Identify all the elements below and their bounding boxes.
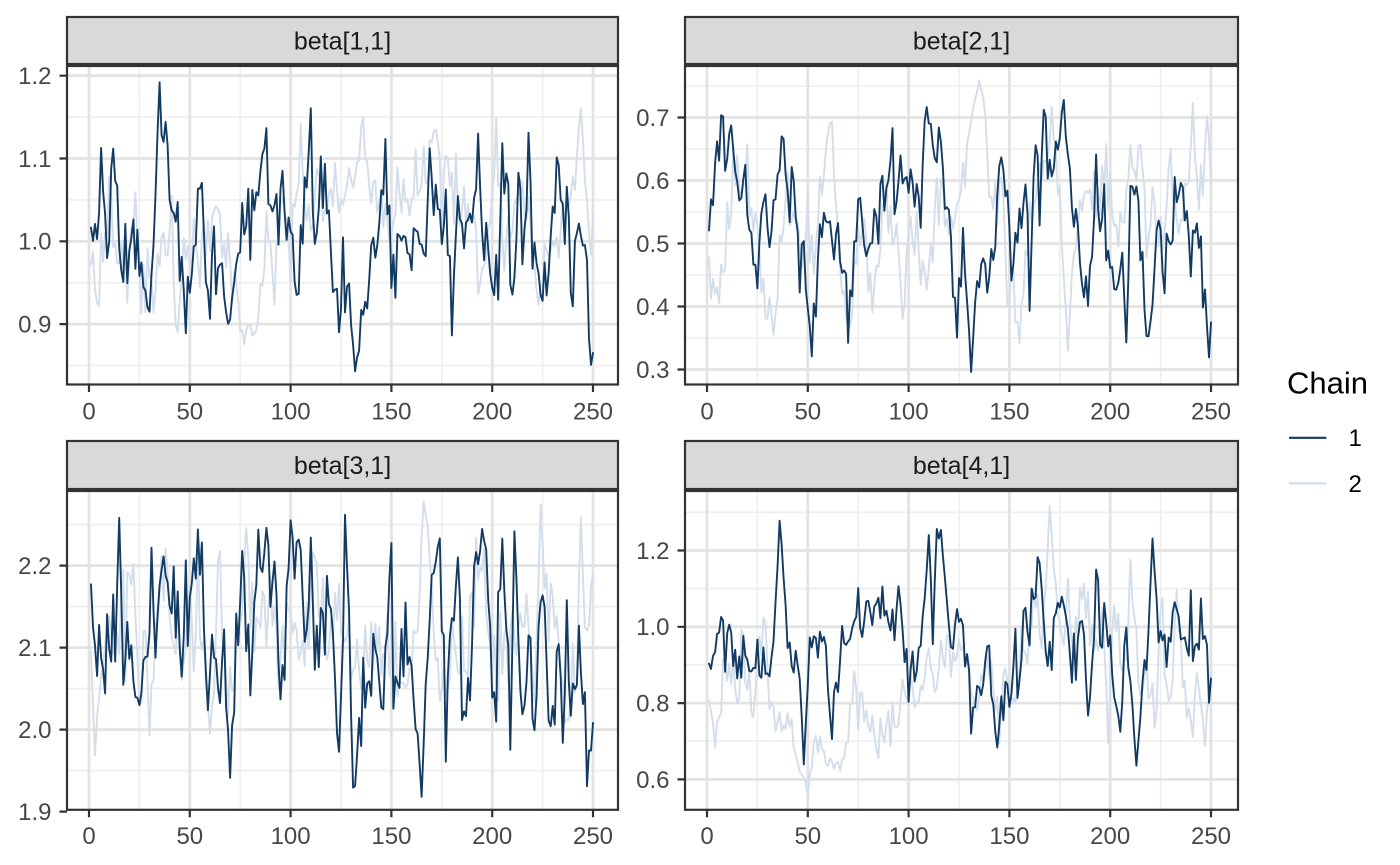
svg-text:1.0: 1.0: [636, 614, 669, 641]
svg-text:2.2: 2.2: [18, 553, 51, 580]
svg-text:200: 200: [1090, 398, 1130, 425]
svg-text:0: 0: [82, 398, 95, 425]
svg-text:beta[1,1]: beta[1,1]: [294, 27, 391, 55]
svg-text:1.2: 1.2: [636, 538, 669, 565]
svg-text:0: 0: [82, 823, 95, 850]
svg-text:beta[4,1]: beta[4,1]: [913, 452, 1010, 480]
svg-text:50: 50: [794, 398, 821, 425]
svg-text:1.0: 1.0: [18, 229, 51, 256]
svg-text:1: 1: [1349, 425, 1362, 452]
svg-text:200: 200: [472, 823, 512, 850]
svg-text:0.4: 0.4: [636, 294, 669, 321]
svg-text:0.6: 0.6: [636, 168, 669, 195]
svg-text:2.0: 2.0: [18, 717, 51, 744]
svg-text:0.3: 0.3: [636, 357, 669, 384]
svg-text:50: 50: [794, 823, 821, 850]
svg-text:0: 0: [700, 398, 713, 425]
svg-text:2.1: 2.1: [18, 635, 51, 662]
svg-text:150: 150: [371, 823, 411, 850]
svg-text:100: 100: [889, 823, 929, 850]
svg-text:50: 50: [176, 823, 203, 850]
svg-text:200: 200: [1090, 823, 1130, 850]
svg-text:1.2: 1.2: [18, 63, 51, 90]
svg-text:1.1: 1.1: [18, 146, 51, 173]
svg-text:250: 250: [573, 398, 613, 425]
svg-text:beta[2,1]: beta[2,1]: [913, 27, 1010, 55]
svg-text:250: 250: [573, 823, 613, 850]
svg-text:1.9: 1.9: [18, 799, 51, 826]
svg-text:150: 150: [989, 823, 1029, 850]
svg-text:0: 0: [700, 823, 713, 850]
svg-text:100: 100: [271, 823, 311, 850]
svg-text:0.7: 0.7: [636, 105, 669, 132]
svg-text:250: 250: [1191, 398, 1231, 425]
svg-text:50: 50: [176, 398, 203, 425]
svg-text:150: 150: [989, 398, 1029, 425]
svg-text:2: 2: [1349, 471, 1362, 498]
svg-text:0.9: 0.9: [18, 312, 51, 339]
svg-text:100: 100: [889, 398, 929, 425]
svg-text:0.8: 0.8: [636, 691, 669, 718]
svg-text:200: 200: [472, 398, 512, 425]
svg-text:100: 100: [271, 398, 311, 425]
svg-text:beta[3,1]: beta[3,1]: [294, 452, 391, 480]
svg-text:0.6: 0.6: [636, 767, 669, 794]
svg-text:0.5: 0.5: [636, 231, 669, 258]
svg-text:Chain: Chain: [1287, 366, 1368, 401]
svg-text:150: 150: [371, 398, 411, 425]
svg-text:250: 250: [1191, 823, 1231, 850]
